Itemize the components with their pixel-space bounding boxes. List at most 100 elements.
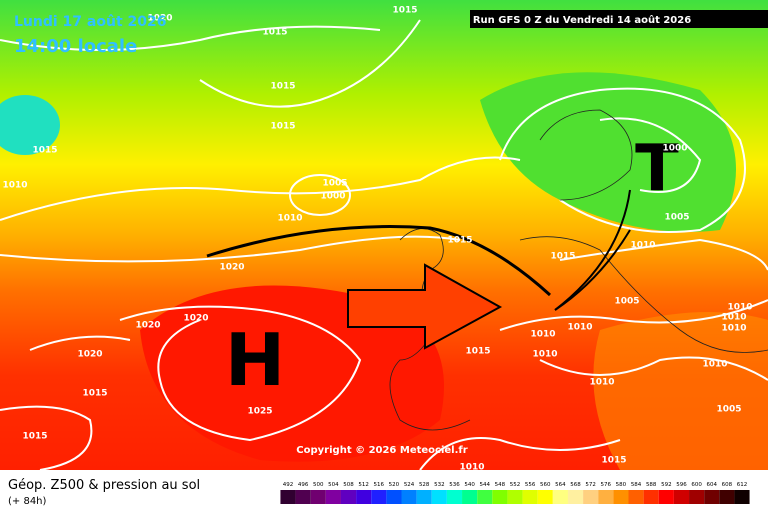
scale-swatch: [673, 490, 690, 504]
isobar-label: 1000: [320, 192, 345, 202]
scale-swatch: [734, 490, 750, 504]
scale-label: 584: [631, 482, 642, 488]
scale-swatch: [431, 490, 447, 504]
trough-axis: [554, 189, 631, 311]
trough-axis-2: [554, 229, 631, 311]
isobar-label: 1000: [662, 144, 687, 154]
scale-swatch: [401, 490, 417, 504]
scale-label: 608: [722, 482, 733, 488]
scale-swatch: [356, 490, 372, 504]
scale-swatch: [371, 490, 387, 504]
isobar-label: 1005: [716, 405, 741, 415]
scale-label: 572: [585, 482, 596, 488]
scale-label: 500: [313, 482, 324, 488]
scale-swatch: [310, 490, 326, 504]
legend-title: Géop. Z500 & pression au sol: [8, 478, 200, 493]
isobar-label: 1005: [664, 213, 689, 223]
flow-arrow: [347, 263, 503, 350]
scale-swatch: [658, 490, 674, 504]
scale-swatch: [719, 490, 735, 504]
isobar-label: 1010: [721, 324, 746, 334]
scale-label: 596: [676, 482, 687, 488]
scale-label: 496: [298, 482, 309, 488]
scale-label: 492: [283, 482, 294, 488]
scale-label: 536: [449, 482, 460, 488]
scale-label: 580: [616, 482, 627, 488]
scale-label: 504: [328, 482, 339, 488]
isobar-label: 1010: [721, 313, 746, 323]
scale-label: 512: [358, 482, 369, 488]
map-area: H T 1015 1020 1015 1015 1015 1015 1010 1005 1000…: [0, 0, 768, 473]
isobar-label: 1015: [82, 389, 107, 399]
scale-label: 532: [434, 482, 445, 488]
isobar-label: 1010: [532, 350, 557, 360]
isobar-label: 1010: [530, 330, 555, 340]
ridge-core: [140, 285, 444, 462]
east-area: [593, 312, 768, 470]
run-info: Run GFS 0 Z du Vendredi 14 août 2026: [473, 14, 691, 26]
low-marker: T: [635, 132, 679, 206]
lead-time: (+ 84h): [8, 496, 47, 507]
scale-swatch: [325, 490, 341, 504]
isobar-label: 1015: [262, 28, 287, 38]
ridge-axis: [206, 225, 552, 297]
scale-swatch: [446, 490, 463, 504]
isobar-label: 1015: [550, 252, 575, 262]
isobar-label: 1010: [630, 241, 655, 251]
isobar-label: 1025: [247, 407, 272, 417]
high-marker: H: [225, 318, 285, 402]
scale-label: 544: [479, 482, 490, 488]
scale-swatch: [704, 490, 720, 504]
isobar-label: 1010: [702, 360, 727, 370]
isobar-label: 1010: [567, 323, 592, 333]
scale-label: 560: [540, 482, 551, 488]
scale-label: 588: [646, 482, 657, 488]
scale-label: 592: [661, 482, 672, 488]
scale-label: 508: [343, 482, 354, 488]
scale-swatch: [598, 490, 614, 504]
isobar-label: 1010: [727, 303, 752, 313]
trough-area: [480, 72, 736, 232]
scale-label: 524: [404, 482, 415, 488]
isobar-label: 1010: [589, 378, 614, 388]
scale-swatch: [340, 490, 357, 504]
isobar-label: 1005: [614, 297, 639, 307]
scale-swatch: [295, 490, 311, 504]
isobar-label: 1015: [465, 347, 490, 357]
scale-label: 540: [464, 482, 475, 488]
isobar-label: 1015: [32, 146, 57, 156]
scale-label: 556: [525, 482, 536, 488]
isobar-label: 1020: [183, 314, 208, 324]
scale-swatch: [689, 490, 705, 504]
scale-swatch: [280, 490, 296, 504]
isobar-label: 1015: [601, 456, 626, 466]
scale-swatch: [416, 490, 432, 504]
scale-swatch: [613, 490, 629, 504]
isobar-label: 1010: [2, 181, 27, 191]
run-box: [470, 10, 768, 28]
scale-swatch: [583, 490, 599, 504]
scale-swatch: [507, 490, 523, 504]
isobar-label: 1015: [22, 432, 47, 442]
color-scale: 492 496 500 504 508 512 516 520 524 528 532 536 540 5…: [280, 482, 750, 504]
isobar-label: 1020: [219, 263, 244, 273]
copyright: Copyright © 2026 Meteociel.fr: [296, 445, 467, 456]
scale-swatch: [522, 490, 538, 504]
isobar-label: 1015: [447, 236, 472, 246]
isobar-label: 1020: [135, 321, 160, 331]
scale-swatch: [567, 490, 584, 504]
scale-swatch: [643, 490, 659, 504]
scale-swatch: [552, 490, 568, 504]
scale-label: 528: [419, 482, 430, 488]
scale-label: 548: [495, 482, 506, 488]
isobar-labels: 1015 1020 1015 1015 1015 1015 1010 1005 1000 1010…: [2, 6, 752, 473]
scale-swatch: [462, 490, 478, 504]
scale-swatch: [537, 490, 553, 504]
scale-label: 600: [691, 482, 702, 488]
cold-pool: [0, 95, 60, 155]
isobar-label: 1005: [322, 179, 347, 189]
isobar-label: 1015: [270, 122, 295, 132]
scale-label: 552: [510, 482, 521, 488]
date: Lundi 17 août 2026: [14, 14, 166, 30]
isobar-label: 1020: [77, 350, 102, 360]
